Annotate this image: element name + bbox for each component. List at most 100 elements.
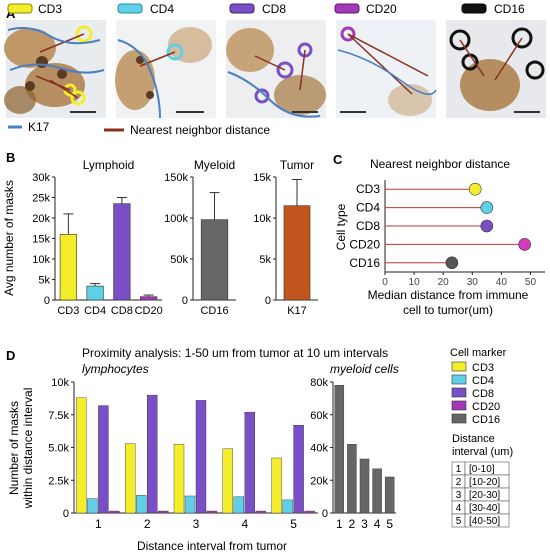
legend-swatch-cd20 xyxy=(334,3,360,14)
bar-cd20-interval-1 xyxy=(109,510,120,514)
x-tick-label: 2 xyxy=(349,517,356,531)
bar-cd3-interval-1 xyxy=(76,397,87,514)
y-tick-label: 10k xyxy=(32,254,50,266)
x-tick-label: CD20 xyxy=(135,305,163,317)
bar-cd20-interval-4 xyxy=(255,510,267,514)
bar-cd4-interval-5 xyxy=(282,499,293,514)
y-tick-label: 60k xyxy=(310,410,328,422)
panel-a-legend-bottom: K17 Nearest neighbor distance xyxy=(8,120,270,137)
y-tick-label: 15k xyxy=(32,234,50,246)
panel-a-legend: CD3 CD4 CD8 CD20 CD16 xyxy=(7,2,525,16)
interval-legend-title-line2: interval (um) xyxy=(452,446,513,458)
bar-cd4-interval-4 xyxy=(233,496,245,514)
legend-label-d-cd3: CD3 xyxy=(472,362,494,374)
interval-number: 5 xyxy=(456,516,462,527)
bar-cd16-interval-1 xyxy=(334,385,345,514)
panel-d-subtitle-lymphocytes: lymphocytes xyxy=(82,362,149,376)
legend-label-d-cd16: CD16 xyxy=(472,414,500,426)
bar-cd3-interval-3 xyxy=(173,444,185,514)
legend-label-d-cd20: CD20 xyxy=(472,401,500,413)
y-tick-label: CD16 xyxy=(349,256,380,270)
x-tick-label: CD4 xyxy=(84,305,106,317)
panel-c-title: Nearest neighbor distance xyxy=(370,157,510,171)
x-tick-label: CD16 xyxy=(200,305,228,317)
panel-b-lymphoid-chart: Lymphoid 0 5k 10k 15k 20k 25k 30k CD3 CD4 CD8 CD20 xyxy=(32,158,162,317)
x-tick-label: 2 xyxy=(144,517,151,531)
x-tick-label: 1 xyxy=(95,517,102,531)
y-tick-label: 15k xyxy=(253,172,271,184)
y-tick-label: 5.0k xyxy=(48,443,69,455)
bar-cd4 xyxy=(86,285,104,301)
y-tick-label: 2.5k xyxy=(48,475,69,487)
legend-swatch-cd8 xyxy=(229,3,255,14)
micrograph-cd20 xyxy=(336,20,437,118)
y-tick-label: 100k xyxy=(164,213,188,225)
bar-cd3-interval-4 xyxy=(222,448,234,514)
y-tick-label: CD3 xyxy=(356,182,380,196)
x-tick-label: 5 xyxy=(290,517,297,531)
panel-b-tumor-chart: Tumor 0 5k 10k 15k K17 xyxy=(253,158,318,317)
panel-c-label: C xyxy=(333,152,343,167)
chart-title: Myeloid xyxy=(194,158,235,172)
x-tick-label: 50 xyxy=(525,277,537,288)
y-tick-label: 0 xyxy=(44,295,50,307)
panel-c-ylabel: Cell type xyxy=(334,203,348,250)
y-tick-label: 25k xyxy=(32,193,50,205)
panel-d-subtitle-myeloid: myeloid cells xyxy=(330,362,399,376)
legend-label-cd3: CD3 xyxy=(38,2,62,16)
y-tick-label: CD20 xyxy=(349,237,380,251)
x-tick-label: 5 xyxy=(386,517,393,531)
chart-title: Tumor xyxy=(280,158,314,172)
y-tick-label: 50k xyxy=(170,254,188,266)
interval-range: [20-30] xyxy=(469,490,500,501)
lollipop-dot-cd8 xyxy=(480,219,494,233)
interval-range-cell xyxy=(464,513,510,528)
y-tick-label: 0 xyxy=(322,508,328,520)
bar-cd3-interval-2 xyxy=(124,443,136,514)
lollipop-dot-cd3 xyxy=(468,182,482,196)
bar-cd20 xyxy=(140,296,158,301)
interval-range: [30-40] xyxy=(469,503,500,514)
legend-swatch-cd4 xyxy=(117,3,143,14)
bar-cd20-interval-2 xyxy=(157,510,169,514)
x-tick-label: 10 xyxy=(409,277,421,288)
panel-c-xlabel-line2: cell to tumor(um) xyxy=(403,303,493,317)
interval-legend-title-line1: Distance xyxy=(452,433,495,445)
legend-label-cd8: CD8 xyxy=(262,2,286,16)
bar-cd8-interval-2 xyxy=(146,394,158,514)
y-tick-label: 30k xyxy=(32,172,50,184)
panel-d-ylabel-line1: Number of masks xyxy=(7,401,21,495)
y-tick-label: 7.5k xyxy=(48,410,69,422)
y-tick-label: 10k xyxy=(253,213,271,225)
legend-swatch-d-cd20 xyxy=(451,400,467,411)
y-tick-label: 20k xyxy=(310,475,328,487)
bar-cd16-interval-3 xyxy=(359,458,370,514)
interval-number: 2 xyxy=(456,477,462,488)
panel-d-title: Proximity analysis: 1-50 um from tumor a… xyxy=(82,346,388,360)
x-tick-label: 0 xyxy=(382,277,388,288)
y-tick-label: 150k xyxy=(164,172,188,184)
legend-label-nn-distance: Nearest neighbor distance xyxy=(130,123,270,137)
micrograph-cd16 xyxy=(446,20,546,118)
x-tick-label: 4 xyxy=(374,517,381,531)
panel-d-myeloid-chart: 0 20k 40k 60k 80k 1 2 3 4 5 xyxy=(310,377,396,531)
panel-d-legend: Cell marker CD3 CD4 CD8 CD20 CD16 Distan… xyxy=(450,347,513,528)
y-tick-label: 5k xyxy=(38,275,50,287)
legend-swatch-d-cd4 xyxy=(451,374,467,385)
bar-cd20-interval-3 xyxy=(206,510,218,514)
legend-label-d-cd8: CD8 xyxy=(472,388,494,400)
interval-number: 4 xyxy=(456,503,462,514)
legend-swatch-cd3 xyxy=(7,3,33,14)
x-tick-label: 4 xyxy=(241,517,248,531)
bar-cd16-interval-4 xyxy=(372,468,382,514)
interval-number: 1 xyxy=(456,464,462,475)
bar-cd16-interval-2 xyxy=(347,444,357,514)
legend-label-k17: K17 xyxy=(28,120,50,134)
y-tick-label: CD8 xyxy=(356,219,380,233)
y-tick-label: 20k xyxy=(32,213,50,225)
panel-d: D Proximity analysis: 1-50 um from tumor… xyxy=(6,346,513,553)
y-tick-label: 0 xyxy=(265,295,271,307)
bar-cd8-interval-1 xyxy=(98,405,109,514)
legend-title-cell-marker: Cell marker xyxy=(450,347,507,359)
